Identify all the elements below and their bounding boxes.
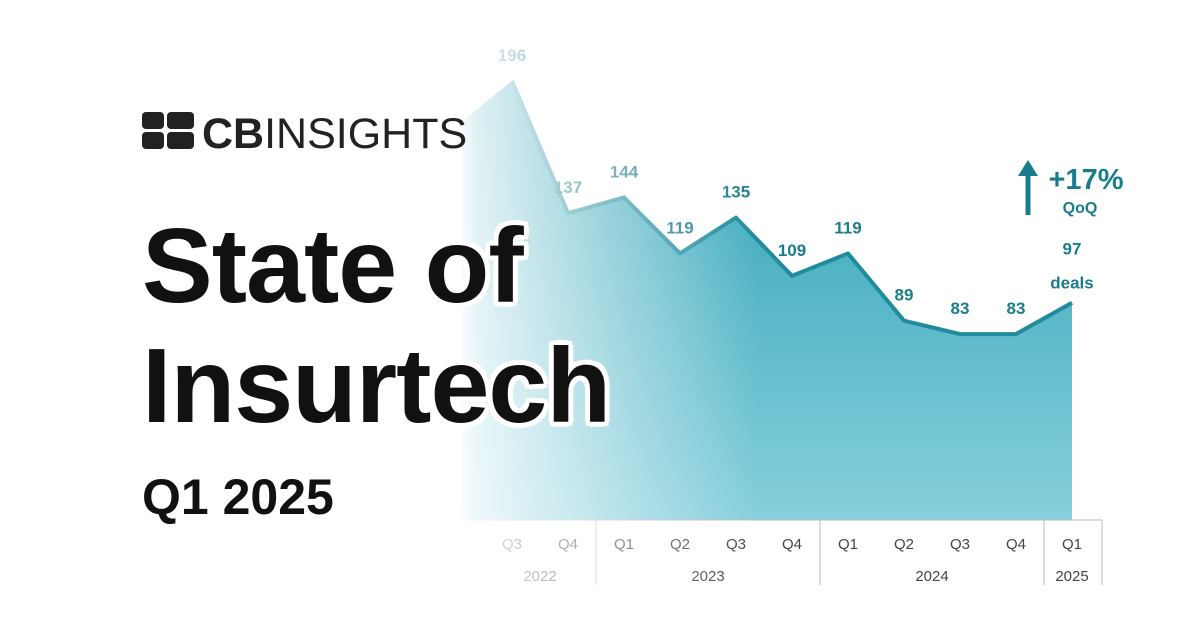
unit-label: deals [1050, 274, 1093, 293]
logo-block [167, 112, 194, 129]
x-tick-label: Q1 [838, 536, 858, 553]
logo-text: CBINSIGHTS [202, 110, 467, 158]
logo-block [167, 132, 194, 149]
x-group-label: 2025 [1055, 568, 1088, 585]
x-tick-label: Q4 [782, 536, 802, 553]
logo-block [142, 132, 164, 149]
value-label: 119 [834, 218, 861, 237]
value-label: 89 [895, 286, 914, 305]
value-label: 97 [1063, 240, 1082, 259]
x-tick-label: Q2 [894, 536, 914, 553]
fade-overlay [458, 0, 758, 628]
period-label: QoQ [1063, 200, 1098, 217]
arrow-head [1018, 160, 1038, 176]
change-label: +17% [1049, 164, 1124, 196]
logo-insights: INSIGHTS [264, 110, 467, 158]
title-line: State of [142, 207, 524, 325]
x-tick-label: Q3 [950, 536, 970, 553]
annotation: +17% QoQ [1018, 160, 1124, 217]
value-label: 109 [778, 241, 806, 260]
title-line: Insurtech [142, 327, 611, 445]
x-tick-label: Q1 [1062, 536, 1082, 553]
value-label: 83 [1007, 299, 1026, 318]
subtitle: Q1 2025 [142, 469, 334, 525]
value-label: 83 [951, 299, 970, 318]
logo-block [142, 112, 164, 129]
logo: CBINSIGHTS [142, 110, 467, 158]
x-tick-label: Q4 [1006, 536, 1026, 553]
logo-cb: CB [202, 110, 264, 158]
x-group-label: 2024 [915, 568, 948, 585]
left-panel [0, 0, 460, 628]
